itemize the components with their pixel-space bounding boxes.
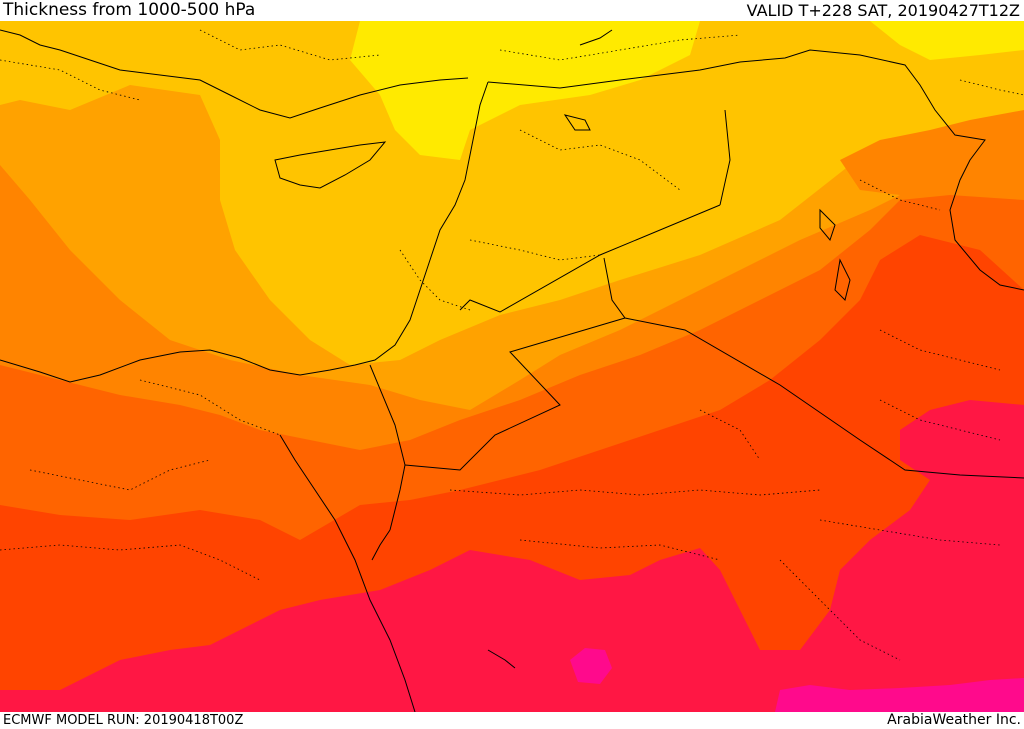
band-yellow — [350, 21, 700, 160]
map-title: Thickness from 1000-500 hPa — [3, 0, 256, 20]
thickness-map — [0, 21, 1024, 712]
admin-boundaries — [0, 29, 1024, 661]
band-magenta — [775, 678, 1024, 712]
credit-label: ArabiaWeather Inc. — [887, 712, 1021, 728]
footer-bar: ECMWF MODEL RUN: 20190418T00Z ArabiaWeat… — [0, 712, 1024, 729]
band-crimson — [0, 400, 1024, 712]
band-gold — [0, 21, 1024, 365]
band-red — [0, 235, 1024, 712]
valid-time: VALID T+228 SAT, 20190427T12Z — [746, 1, 1020, 20]
coastlines — [0, 29, 851, 712]
international-boundaries — [369, 49, 1024, 531]
model-run-label: ECMWF MODEL RUN: 20190418T00Z — [3, 713, 244, 728]
band-magenta-small — [570, 648, 612, 684]
band-orange-ne — [840, 110, 1024, 200]
band-yellow-ne — [870, 21, 1024, 60]
map-canvas — [0, 21, 1024, 712]
header-bar: Thickness from 1000-500 hPa VALID T+228 … — [0, 0, 1024, 21]
